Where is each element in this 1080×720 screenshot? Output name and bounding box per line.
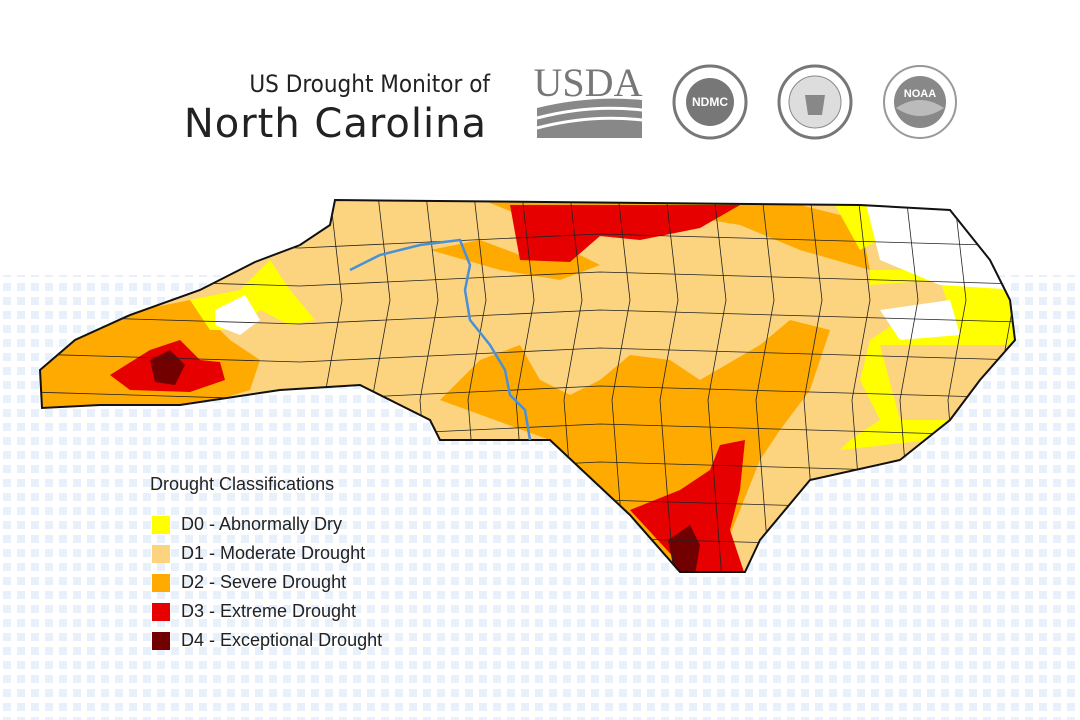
ndmc-logo: NDMC bbox=[672, 64, 748, 140]
title-line1: US Drought Monitor of bbox=[249, 70, 491, 98]
drought-zone bbox=[215, 295, 260, 335]
usda-text: USDA bbox=[534, 60, 643, 105]
county-line bbox=[707, 200, 727, 572]
commerce-logo bbox=[777, 64, 853, 140]
legend: D0 - Abnormally Dry D1 - Moderate Drought… bbox=[152, 514, 382, 650]
legend-label: D3 - Extreme Drought bbox=[181, 601, 356, 621]
county-line bbox=[755, 200, 775, 572]
title-line2: North Carolina bbox=[184, 101, 487, 147]
county-line bbox=[40, 347, 1015, 363]
legend-label: D4 - Exceptional Drought bbox=[181, 630, 382, 650]
legend-label: D2 - Severe Drought bbox=[181, 572, 346, 592]
legend-label: D0 - Abnormally Dry bbox=[181, 514, 342, 534]
drought-zone bbox=[880, 300, 960, 340]
county-line bbox=[40, 385, 1015, 401]
noaa-logo: NOAA bbox=[883, 65, 957, 139]
legend-swatch bbox=[152, 516, 170, 534]
legend-title: Drought Classifications bbox=[150, 474, 334, 494]
river bbox=[349, 238, 532, 441]
county-line bbox=[40, 309, 1015, 325]
drought-zone bbox=[510, 205, 740, 262]
legend-label: D1 - Moderate Drought bbox=[181, 543, 365, 563]
drought-zone bbox=[668, 525, 700, 572]
legend-swatch bbox=[152, 632, 170, 650]
drought-zone bbox=[150, 350, 185, 385]
ndmc-text: NDMC bbox=[692, 95, 728, 109]
drought-zone bbox=[330, 200, 870, 270]
legend-swatch bbox=[152, 545, 170, 563]
noaa-text: NOAA bbox=[904, 88, 936, 100]
legend-swatch bbox=[152, 603, 170, 621]
usda-logo: USDA bbox=[534, 60, 643, 138]
county-line bbox=[611, 200, 631, 572]
legend-swatch bbox=[152, 574, 170, 592]
